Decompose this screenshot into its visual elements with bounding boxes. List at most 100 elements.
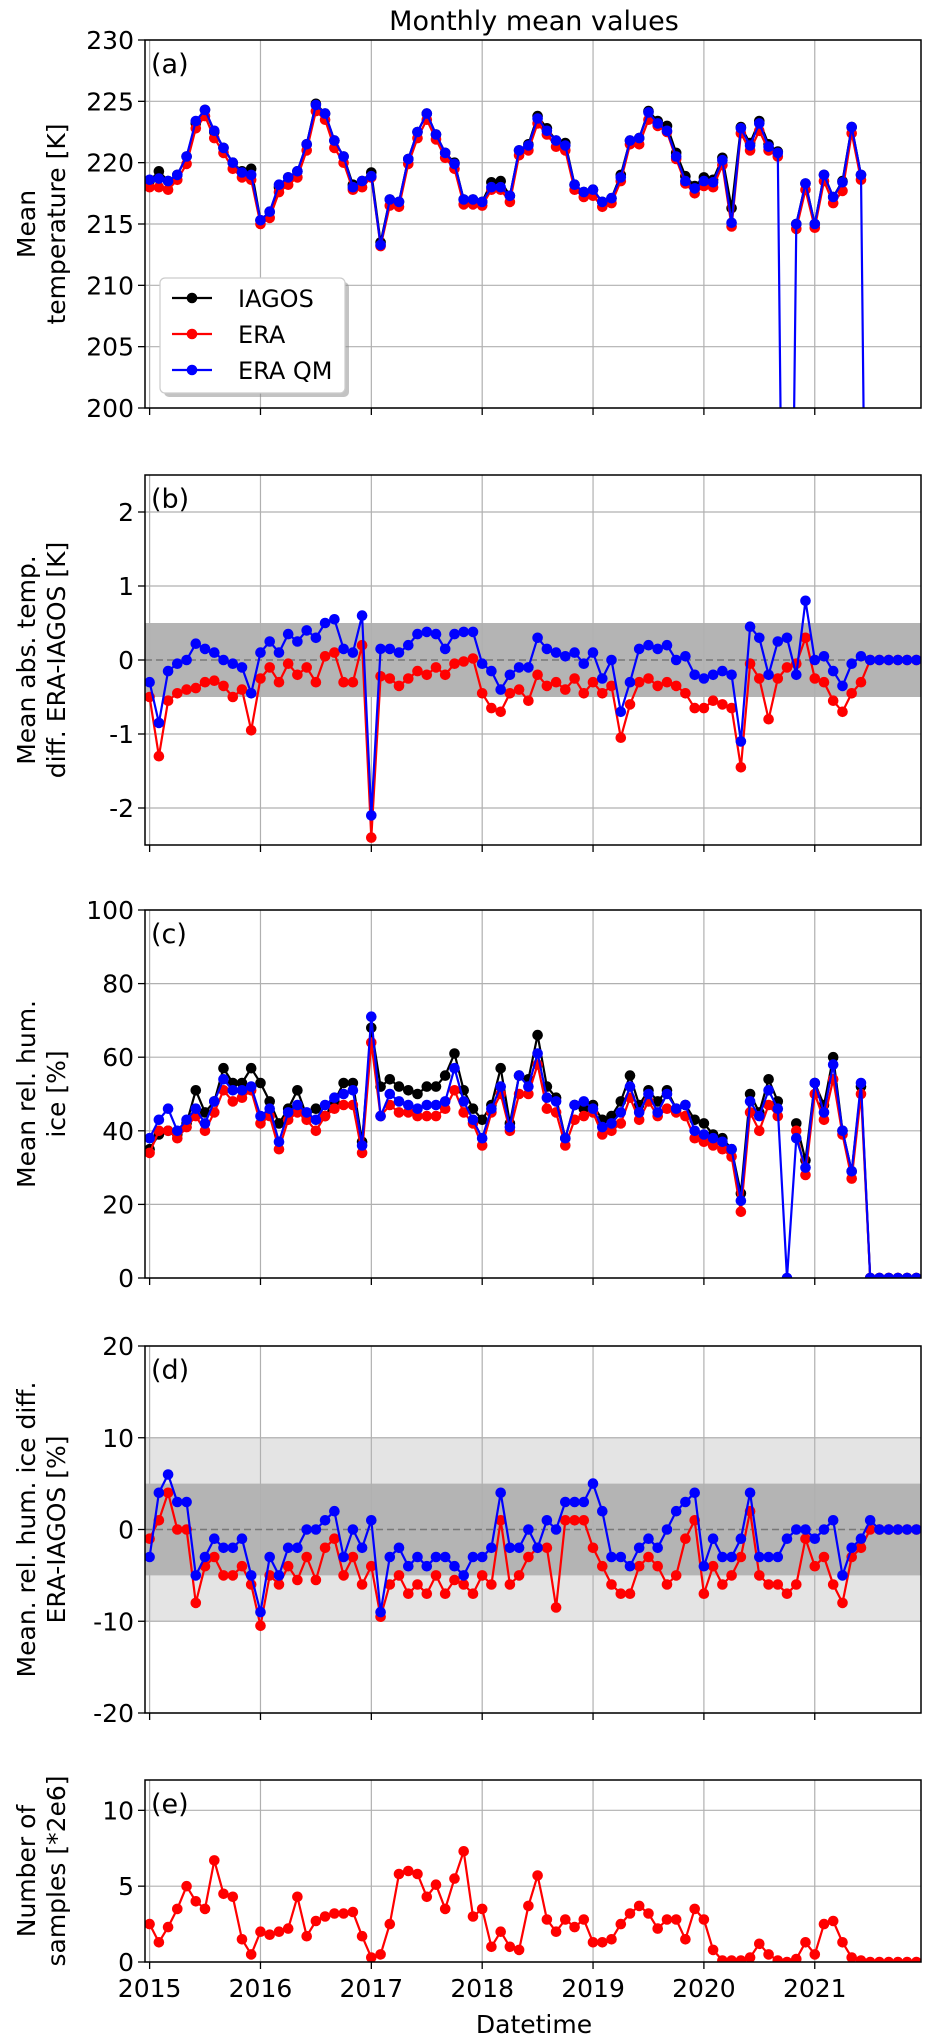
data-point [827, 1515, 839, 1526]
data-point [661, 1914, 673, 1925]
data-point [356, 1147, 368, 1159]
data-point [633, 1900, 645, 1912]
data-point [458, 1579, 470, 1590]
y-tick-label: 5 [118, 1872, 134, 1901]
data-point [199, 1125, 211, 1137]
data-point [162, 1921, 174, 1933]
y-tick-label: 205 [86, 333, 134, 362]
data-point [162, 695, 174, 706]
data-point [624, 676, 636, 688]
data-point [652, 118, 663, 129]
data-point [707, 1944, 719, 1956]
data-point [412, 628, 423, 640]
data-point [707, 669, 719, 681]
data-point [486, 1579, 497, 1590]
data-point [781, 1588, 793, 1599]
data-point [301, 1524, 313, 1535]
data-point [781, 1533, 793, 1544]
data-point [624, 699, 636, 710]
data-point [744, 621, 756, 632]
data-point [633, 132, 645, 144]
data-point [560, 1496, 571, 1508]
data-point [846, 1173, 857, 1184]
data-point [643, 1088, 654, 1100]
data-point [199, 1551, 211, 1563]
data-point [421, 626, 433, 638]
data-point [190, 638, 202, 649]
data-point [513, 662, 525, 673]
data-point [606, 1579, 617, 1590]
data-point [698, 1118, 710, 1129]
data-point [366, 1952, 377, 1962]
data-point [717, 1551, 728, 1563]
data-point [145, 1918, 155, 1930]
data-point [310, 676, 322, 688]
data-point [366, 1560, 377, 1572]
data-point [430, 628, 442, 640]
data-point [245, 1570, 257, 1581]
data-point [735, 1551, 747, 1563]
data-point [624, 1070, 636, 1081]
data-point [846, 1952, 857, 1962]
data-point [476, 1570, 488, 1581]
data-point [670, 680, 682, 692]
y-tick-label: 225 [86, 87, 134, 116]
data-point [264, 1929, 276, 1940]
data-point [763, 1579, 774, 1590]
data-point [809, 1949, 821, 1960]
data-point [199, 1903, 211, 1915]
data-point [633, 1114, 645, 1126]
data-point [190, 1597, 202, 1609]
data-point [541, 1542, 553, 1554]
data-point [153, 1125, 165, 1137]
data-point [209, 1533, 220, 1544]
data-point [754, 632, 765, 644]
data-point [837, 1125, 848, 1137]
data-point [855, 1077, 867, 1089]
y-tick-label: -20 [93, 1699, 134, 1728]
data-point [172, 1496, 183, 1508]
data-point [190, 1103, 202, 1114]
data-point [412, 1110, 423, 1122]
data-point [347, 1085, 359, 1096]
y-axis-label: samples [*2e6] [42, 1775, 71, 1966]
axes-frame [144, 909, 922, 1279]
data-point [347, 647, 359, 658]
data-point [670, 1570, 682, 1581]
data-point [282, 179, 294, 190]
data-point [698, 673, 710, 684]
data-point [892, 1956, 904, 1962]
data-point [513, 1944, 525, 1956]
data-point [430, 1879, 442, 1890]
data-point [495, 1062, 507, 1074]
data-point [338, 1077, 349, 1089]
data-point [818, 1107, 830, 1118]
data-point [883, 1524, 894, 1535]
data-point [735, 1533, 747, 1544]
data-point [550, 676, 562, 688]
data-point [227, 1891, 239, 1903]
data-point [809, 673, 821, 684]
data-point [227, 157, 239, 168]
data-point [689, 1487, 700, 1499]
legend-marker [186, 364, 198, 376]
data-point [162, 1469, 174, 1480]
data-point [199, 643, 211, 655]
data-point [513, 1542, 525, 1554]
data-point [754, 118, 765, 129]
y-tick-label: 0 [118, 1948, 134, 1977]
data-point [670, 1914, 682, 1925]
data-point [153, 173, 165, 184]
data-point [264, 1103, 276, 1114]
data-point [587, 676, 599, 688]
data-point [597, 1937, 608, 1948]
data-point [162, 665, 174, 677]
data-point [615, 1551, 627, 1563]
data-point [578, 186, 590, 198]
data-point [809, 1560, 821, 1572]
data-point [273, 179, 285, 190]
data-point [744, 140, 756, 151]
x-tick-label: 2019 [561, 1974, 625, 2003]
data-point [670, 1505, 682, 1517]
data-point [643, 1908, 654, 1919]
